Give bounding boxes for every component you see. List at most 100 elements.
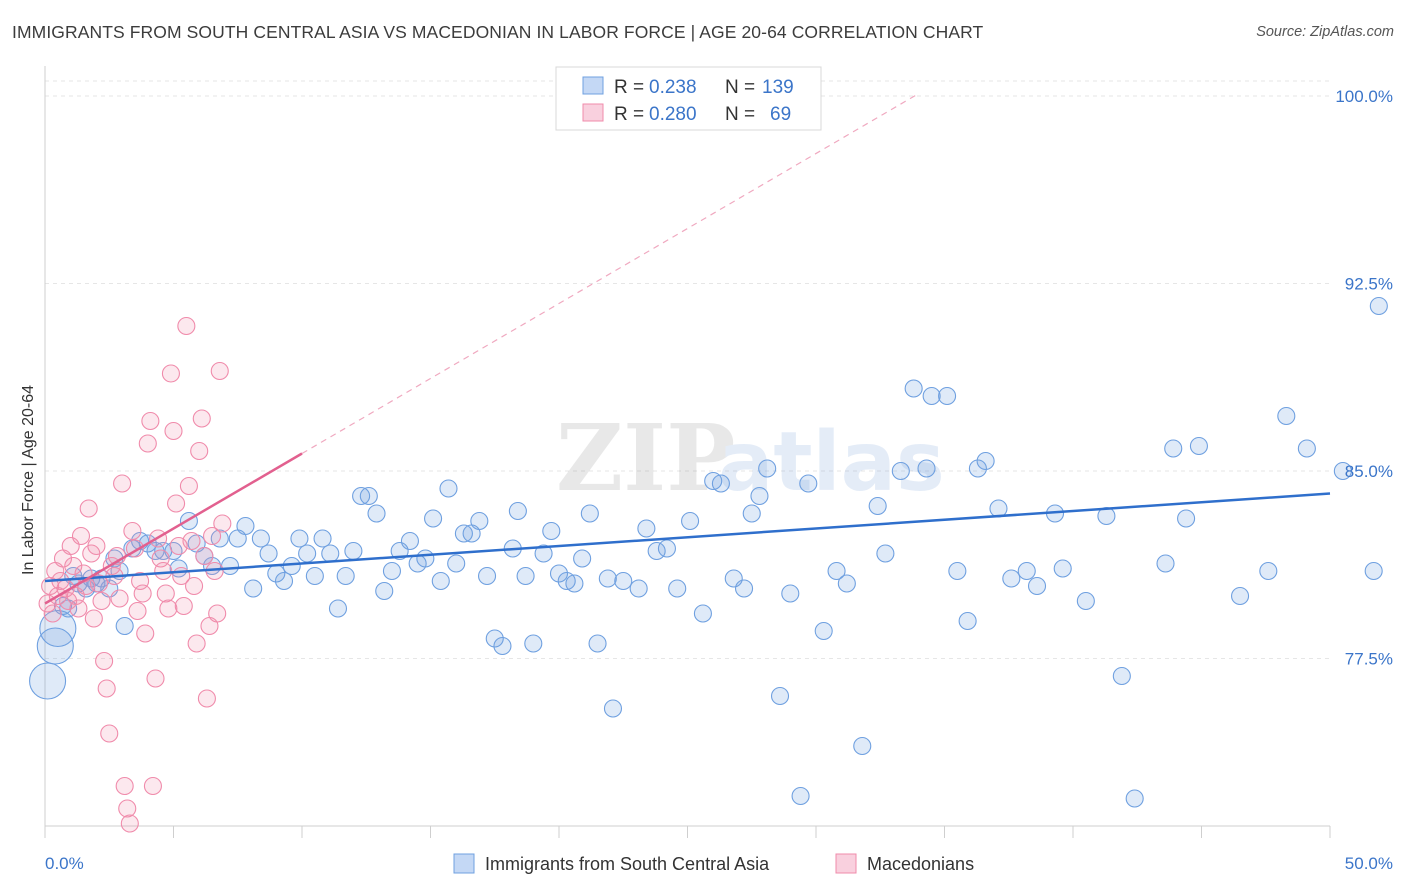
data-point-blue — [1189, 436, 1208, 456]
data-point-blue — [1297, 439, 1316, 458]
data-point-blue — [352, 486, 371, 506]
data-point-blue — [681, 511, 700, 531]
data-point-blue — [853, 736, 872, 756]
data-point-pink — [100, 724, 119, 743]
data-point-blue — [837, 574, 856, 593]
data-point-pink — [213, 514, 232, 533]
data-point-blue — [220, 556, 240, 576]
data-point-blue — [598, 569, 617, 588]
data-point-pink — [195, 546, 214, 566]
y-tick-label: 85.0% — [1345, 462, 1393, 481]
data-point-blue — [968, 459, 987, 478]
data-point-blue — [359, 486, 378, 506]
data-point-pink — [95, 651, 114, 671]
data-point-blue — [711, 474, 730, 493]
data-point-blue — [1277, 406, 1296, 426]
data-point-blue — [236, 516, 255, 536]
data-point-blue — [1112, 666, 1131, 686]
legend-r-value: 0.280 — [649, 104, 697, 125]
data-point-pink — [164, 421, 183, 441]
data-point-pink — [203, 526, 222, 546]
data-point-blue — [781, 584, 800, 603]
data-point-pink — [179, 476, 198, 496]
data-point-blue — [321, 544, 340, 563]
y-tick-label: 77.5% — [1345, 650, 1393, 669]
legend-r-label: R = — [614, 77, 644, 98]
data-point-blue — [1125, 789, 1144, 808]
data-point-blue — [375, 581, 394, 601]
data-point-blue — [447, 554, 466, 573]
data-point-pink — [185, 576, 204, 596]
trend-line-pink — [44, 452, 303, 605]
data-point-blue — [424, 509, 443, 528]
legend-r-value: 0.238 — [649, 77, 697, 98]
pink-points — [38, 316, 232, 833]
data-point-blue — [958, 611, 977, 631]
data-point-pink — [123, 521, 142, 541]
data-point-pink — [210, 361, 229, 381]
data-point-blue — [344, 541, 363, 561]
legend-r-label: R = — [614, 104, 644, 125]
y-tick-labels: 77.5% 85.0% 92.5% 100.0% — [1335, 87, 1393, 669]
data-point-blue — [477, 566, 497, 586]
data-point-pink — [92, 591, 111, 611]
y-tick-label: 92.5% — [1345, 275, 1393, 294]
pink-trend-extension — [301, 92, 920, 455]
legend-n-value: 139 — [762, 77, 794, 98]
data-point-pink — [97, 679, 116, 698]
data-point-blue — [493, 636, 512, 656]
data-point-pink — [167, 494, 186, 513]
data-point-blue — [750, 486, 769, 506]
data-point-blue — [53, 596, 73, 616]
data-point-blue — [976, 451, 995, 471]
x-tick-label: 50.0% — [1345, 854, 1393, 873]
legend-swatch-blue — [453, 853, 475, 874]
y-tick-label: 100.0% — [1335, 87, 1393, 106]
legend-n-value: 69 — [770, 104, 791, 125]
data-point-pink — [133, 584, 152, 603]
data-point-blue — [470, 511, 489, 531]
data-point-blue — [244, 579, 263, 598]
legend-swatch-blue — [582, 76, 604, 95]
data-point-blue — [259, 544, 278, 563]
legend-swatch-pink — [835, 853, 857, 874]
data-point-blue — [1017, 561, 1036, 581]
data-point-pink — [177, 316, 196, 336]
data-point-blue — [647, 541, 666, 561]
data-point-blue — [876, 544, 895, 563]
data-point-pink — [43, 604, 62, 623]
data-point-blue — [29, 662, 67, 700]
data-point-blue — [891, 461, 910, 481]
data-point-blue — [290, 529, 309, 548]
data-point-pink — [192, 409, 211, 428]
trend-extension-pink — [301, 92, 920, 455]
x-tick-labels: 0.0% 50.0% — [45, 854, 1393, 873]
data-point-blue — [328, 599, 348, 618]
data-point-pink — [154, 561, 173, 581]
data-point-blue — [573, 549, 592, 568]
data-point-blue — [588, 634, 607, 653]
data-point-blue — [1156, 554, 1175, 573]
data-point-pink — [136, 624, 155, 643]
data-point-pink — [115, 776, 134, 796]
data-point-blue — [400, 531, 419, 551]
watermark-atlas: atlas — [718, 415, 945, 510]
data-point-pink — [146, 669, 165, 688]
watermark-zip: ZIP — [556, 404, 735, 512]
legend-n-label: N = — [725, 77, 755, 98]
trend-line-blue — [44, 492, 1331, 583]
data-point-blue — [431, 571, 450, 591]
data-point-blue — [305, 566, 324, 586]
data-point-blue — [534, 544, 553, 563]
data-point-pink — [138, 434, 157, 453]
data-point-blue — [603, 699, 623, 718]
data-point-pink — [79, 499, 98, 518]
data-point-blue — [1333, 461, 1352, 481]
data-point-pink — [156, 584, 175, 603]
data-point-blue — [542, 521, 561, 541]
data-point-pink — [141, 411, 160, 431]
legend-swatch-pink — [582, 103, 604, 122]
data-point-blue — [251, 529, 270, 548]
data-point-blue — [668, 579, 687, 598]
data-point-blue — [549, 564, 569, 583]
